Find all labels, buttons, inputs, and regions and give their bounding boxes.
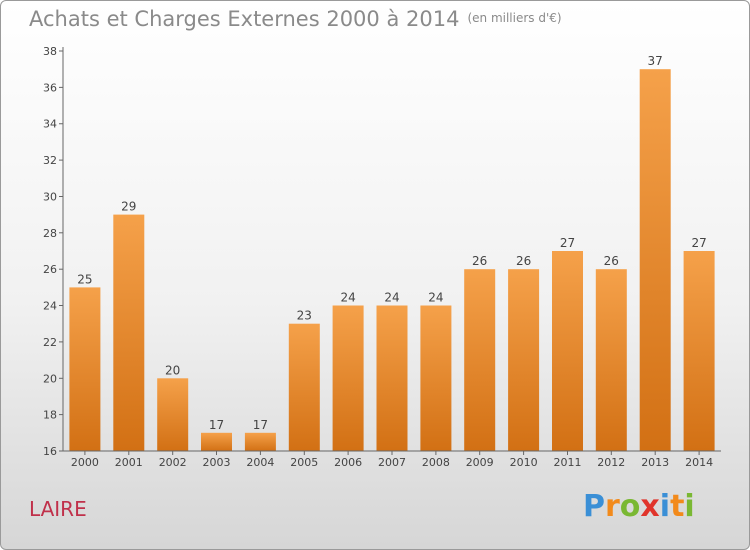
value-label-2001: 29 [121,200,136,214]
logo-letter-2: o [619,489,641,524]
bar-2012 [595,269,627,451]
x-tick-label-2009: 2009 [466,456,494,469]
bar-2003 [201,432,232,451]
logo-letter-1: r [605,489,620,524]
x-tick-label-2000: 2000 [71,456,99,469]
x-tick-label-2013: 2013 [641,456,669,469]
logo-letter-3: x [640,489,660,524]
logo-letter-0: P [583,489,605,524]
bar-2001 [113,214,145,451]
logo-letter-5: t [670,489,685,524]
value-label-2003: 17 [209,418,224,432]
y-tick-label-16: 16 [43,445,57,458]
y-tick-label-20: 20 [43,372,57,385]
y-tick-label-28: 28 [43,227,57,240]
bar-2014 [683,251,715,451]
bar-2011 [552,251,583,451]
chart-title-text: Achats et Charges Externes 2000 à 2014 [29,7,460,31]
x-tick-label-2012: 2012 [597,456,625,469]
value-label-2004: 17 [253,418,268,432]
value-label-2005: 23 [297,309,312,323]
x-tick-label-2011: 2011 [554,456,582,469]
y-tick-label-30: 30 [43,191,57,204]
bar-2000 [69,287,101,451]
bar-2002 [157,378,189,451]
bar-2007 [376,305,408,451]
x-tick-label-2006: 2006 [334,456,362,469]
x-tick-label-2003: 2003 [203,456,231,469]
x-tick-label-2014: 2014 [685,456,713,469]
chart-title: Achats et Charges Externes 2000 à 2014 (e… [29,7,562,31]
x-tick-label-2010: 2010 [510,456,538,469]
bar-2009 [464,269,496,451]
x-tick-label-2002: 2002 [159,456,187,469]
commune-name: LAIRE [29,497,87,521]
x-tick-label-2005: 2005 [290,456,318,469]
y-tick-label-34: 34 [43,118,57,131]
y-tick-label-22: 22 [43,336,57,349]
x-tick-label-2008: 2008 [422,456,450,469]
y-tick-label-26: 26 [43,263,57,276]
logo-letter-6: i [684,489,695,524]
bar-2004 [244,432,276,451]
y-tick-label-32: 32 [43,154,57,167]
value-label-2013: 37 [648,54,663,68]
logo-letter-4: i [659,489,671,524]
value-label-2009: 26 [472,254,487,268]
y-tick-label-36: 36 [43,81,57,94]
x-tick-label-2007: 2007 [378,456,406,469]
bar-2010 [508,269,540,451]
value-label-2000: 25 [77,272,92,286]
value-label-2010: 26 [516,254,531,268]
chart-subtitle: (en milliers d'€) [467,11,562,25]
y-tick-label-38: 38 [43,45,57,58]
bar-2013 [639,69,671,451]
value-label-2006: 24 [340,291,355,305]
bar-2008 [420,305,452,451]
value-label-2002: 20 [165,363,180,377]
y-tick-label-24: 24 [43,300,57,313]
bar-2006 [332,305,364,451]
x-tick-label-2001: 2001 [115,456,143,469]
y-tick-label-18: 18 [43,409,57,422]
bar-2005 [288,323,320,451]
value-label-2008: 24 [428,291,443,305]
x-tick-label-2004: 2004 [246,456,274,469]
value-label-2014: 27 [691,236,706,250]
value-label-2012: 26 [604,254,619,268]
value-label-2011: 27 [560,236,575,250]
value-label-2007: 24 [384,291,399,305]
